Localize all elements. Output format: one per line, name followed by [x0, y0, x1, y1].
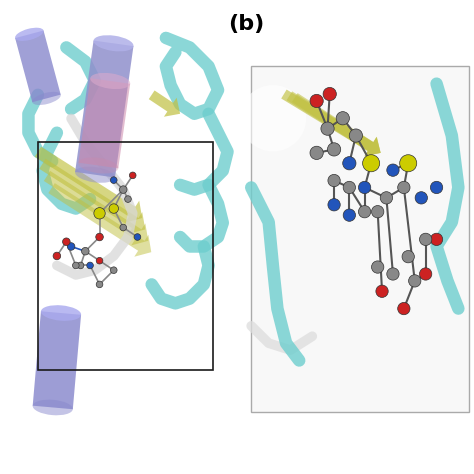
Circle shape	[398, 182, 410, 193]
Circle shape	[372, 261, 384, 273]
Circle shape	[387, 268, 399, 280]
Circle shape	[380, 191, 392, 204]
Circle shape	[430, 182, 443, 193]
Bar	[38, 142, 213, 370]
FancyArrow shape	[35, 146, 142, 223]
Circle shape	[419, 268, 432, 280]
Circle shape	[323, 87, 337, 100]
Circle shape	[409, 275, 421, 287]
Circle shape	[402, 250, 414, 263]
Polygon shape	[15, 30, 61, 102]
Circle shape	[240, 85, 306, 152]
Circle shape	[129, 172, 136, 179]
Circle shape	[87, 262, 93, 269]
FancyArrow shape	[48, 183, 151, 257]
Circle shape	[110, 267, 117, 273]
Circle shape	[96, 257, 103, 264]
Polygon shape	[75, 40, 134, 178]
Circle shape	[53, 252, 61, 260]
Ellipse shape	[33, 400, 73, 415]
Circle shape	[77, 262, 84, 269]
FancyArrow shape	[149, 91, 180, 117]
Circle shape	[343, 156, 356, 170]
Circle shape	[372, 206, 384, 218]
Circle shape	[398, 302, 410, 315]
Circle shape	[94, 208, 105, 219]
Circle shape	[96, 281, 103, 288]
Circle shape	[125, 196, 131, 202]
Polygon shape	[33, 311, 81, 409]
Circle shape	[400, 155, 417, 172]
Ellipse shape	[93, 35, 134, 51]
Circle shape	[328, 143, 341, 156]
Circle shape	[63, 238, 70, 246]
Circle shape	[376, 285, 388, 298]
Circle shape	[321, 122, 334, 135]
Ellipse shape	[41, 305, 81, 321]
FancyArrow shape	[44, 171, 148, 246]
Ellipse shape	[78, 157, 118, 173]
Circle shape	[430, 233, 443, 246]
Circle shape	[67, 243, 75, 250]
Circle shape	[96, 233, 103, 241]
Circle shape	[358, 182, 371, 193]
Circle shape	[349, 129, 363, 142]
Circle shape	[415, 191, 428, 204]
Circle shape	[343, 182, 356, 193]
FancyArrow shape	[281, 90, 381, 156]
Circle shape	[387, 164, 399, 176]
Circle shape	[134, 234, 141, 240]
Ellipse shape	[75, 167, 115, 183]
Circle shape	[73, 262, 79, 269]
Ellipse shape	[15, 27, 44, 41]
Circle shape	[82, 247, 89, 255]
Polygon shape	[78, 78, 130, 168]
Circle shape	[419, 233, 432, 246]
Circle shape	[310, 146, 323, 160]
Circle shape	[358, 206, 371, 218]
Circle shape	[119, 186, 127, 193]
Ellipse shape	[32, 92, 61, 105]
Text: (b): (b)	[228, 14, 264, 34]
FancyArrow shape	[292, 93, 381, 156]
Bar	[251, 66, 469, 412]
Circle shape	[336, 112, 349, 125]
Circle shape	[328, 199, 340, 211]
Ellipse shape	[90, 73, 130, 89]
Circle shape	[120, 224, 127, 231]
Circle shape	[343, 209, 356, 221]
FancyArrow shape	[39, 159, 145, 234]
Circle shape	[328, 174, 340, 187]
Circle shape	[110, 177, 117, 183]
Circle shape	[310, 94, 323, 108]
FancyArrow shape	[287, 91, 381, 156]
Circle shape	[109, 204, 118, 213]
Circle shape	[363, 155, 380, 172]
